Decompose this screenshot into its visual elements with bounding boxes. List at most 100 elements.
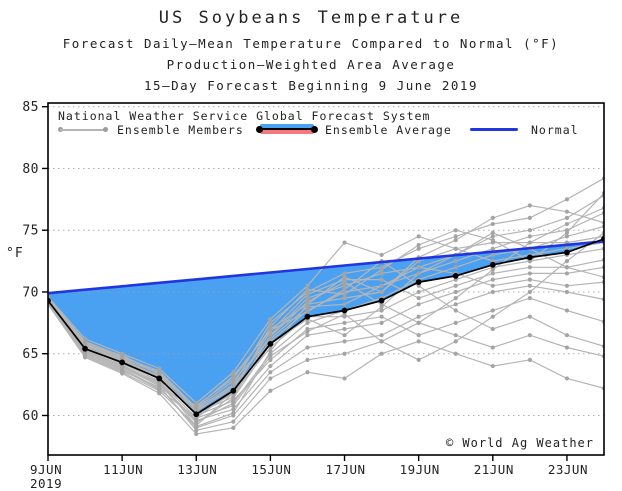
- ensemble-average-point: [341, 307, 348, 314]
- ensemble-member-point: [82, 341, 88, 346]
- ensemble-member-point: [268, 324, 273, 329]
- ensemble-member-point: [342, 279, 347, 285]
- x-tick-label: 23JUN: [548, 462, 588, 477]
- ensemble-member-point: [379, 333, 384, 338]
- ensemble-member-point: [231, 378, 236, 383]
- ensemble-member-point: [564, 283, 570, 288]
- ensemble-member-point: [527, 283, 532, 288]
- ensemble-average-point: [415, 279, 422, 285]
- ensemble-member-point: [305, 345, 310, 350]
- ensemble-member-point: [416, 314, 421, 319]
- x-tick-label: 21JUN: [474, 462, 514, 477]
- chart-title: US Soybeans Temperature: [158, 8, 464, 28]
- ensemble-member-point: [490, 308, 495, 313]
- ensemble-member-point: [453, 246, 458, 251]
- ensemble-member-point: [305, 296, 310, 301]
- ensemble-member-point: [231, 425, 236, 430]
- ensemble-member-point: [564, 234, 570, 239]
- ensemble-average-swatch: [256, 124, 318, 134]
- legend-label-normal: Normal: [531, 123, 579, 137]
- ensemble-member-point: [305, 302, 310, 307]
- ensemble-member-point: [194, 431, 199, 437]
- x-axis-year-label: 2019: [30, 476, 62, 491]
- ensemble-member-point: [453, 351, 458, 356]
- ensemble-member-point: [490, 234, 495, 239]
- ensemble-average-point: [230, 387, 237, 394]
- ensemble-average-point: [156, 375, 163, 382]
- ensemble-member-point: [342, 302, 347, 307]
- ensemble-member-point: [564, 265, 570, 270]
- ensemble-member-point: [453, 283, 458, 288]
- y-tick-label: 75: [22, 224, 39, 239]
- ensemble-member-point: [564, 271, 570, 276]
- ensemble-member-point: [527, 314, 532, 319]
- legend-label-ensemble-average: Ensemble Average: [325, 123, 452, 137]
- y-axis-label: °F: [6, 246, 24, 261]
- ensemble-member-point: [416, 339, 421, 344]
- y-tick-label: 65: [22, 347, 39, 362]
- ensemble-member-point: [490, 283, 495, 288]
- ensemble-average-point: [564, 249, 570, 256]
- ensemble-member-line: [48, 232, 604, 419]
- ensemble-member-point: [379, 267, 384, 272]
- ensemble-member-point: [82, 336, 88, 342]
- ensemble-average-point: [452, 273, 459, 279]
- ensemble-member-point: [527, 265, 532, 270]
- ensemble-member-line: [48, 301, 604, 431]
- ensemble-average-point: [378, 297, 385, 304]
- ensemble-member-point: [231, 383, 236, 388]
- ensemble-member-point: [194, 424, 199, 429]
- ensemble-member-point: [268, 357, 273, 362]
- ensemble-member-point: [268, 370, 273, 375]
- ensemble-member-point: [527, 357, 532, 362]
- ensemble-member-point: [379, 304, 384, 309]
- ensemble-member-line: [48, 204, 604, 428]
- ensemble-member-point: [342, 320, 347, 325]
- ensemble-member-point: [490, 314, 495, 319]
- ensemble-member-line: [48, 235, 604, 404]
- ensemble-member-point: [416, 258, 421, 264]
- ensemble-member-point: [490, 345, 495, 350]
- ensemble-member-point: [268, 354, 273, 359]
- ensemble-member-point: [268, 388, 273, 393]
- ensemble-member-point: [342, 292, 347, 297]
- ensemble-average-line: [48, 238, 604, 416]
- ensemble-member-point: [490, 271, 495, 276]
- ensemble-member-point: [416, 357, 421, 362]
- y-tick-label: 80: [22, 162, 39, 177]
- ensemble-member-point: [231, 407, 236, 412]
- ensemble-member-point: [379, 277, 384, 282]
- ensemble-member-point: [564, 221, 570, 227]
- ensemble-member-point: [194, 428, 199, 433]
- ensemble-member-point: [416, 265, 421, 270]
- ensemble-member-point: [82, 351, 88, 356]
- ensemble-member-point: [453, 289, 458, 295]
- chart-subtitle-1: Forecast Daily–Mean Temperature Compared…: [62, 36, 560, 51]
- ensemble-member-point: [157, 368, 162, 374]
- ensemble-member-point: [527, 215, 532, 220]
- ensemble-member-point: [342, 339, 347, 344]
- ensemble-member-point: [342, 271, 347, 276]
- ensemble-member-point: [453, 320, 458, 325]
- ensemble-member-point: [231, 419, 236, 424]
- ensemble-member-point: [416, 333, 421, 338]
- ensemble-member-point: [416, 242, 421, 248]
- ensemble-member-point: [490, 246, 495, 251]
- ensemble-member-point: [416, 246, 421, 251]
- ensemble-member-point: [527, 333, 532, 338]
- ensemble-member-point: [490, 221, 495, 227]
- ensemble-member-point: [527, 271, 532, 276]
- ensemble-member-point: [490, 363, 495, 369]
- ensemble-member-point: [564, 197, 570, 202]
- ensemble-member-line: [48, 303, 604, 435]
- ensemble-member-point: [379, 289, 384, 295]
- ensemble-member-point: [194, 404, 199, 409]
- ensemble-member-point: [453, 296, 458, 301]
- ensemble-member-line: [48, 248, 604, 427]
- ensemble-member-point: [379, 320, 384, 325]
- ensemble-member-point: [453, 234, 458, 239]
- plot-border: [47, 102, 605, 456]
- x-tick-label: 13JUN: [177, 462, 217, 477]
- normal-swatch: [470, 127, 518, 131]
- ensemble-member-point: [527, 240, 532, 245]
